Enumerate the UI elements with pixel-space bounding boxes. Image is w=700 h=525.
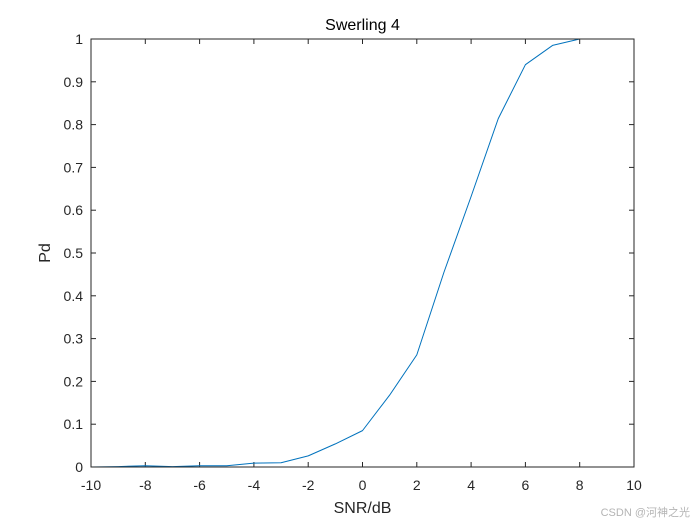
y-tick-label: 0.8 [64,117,84,133]
x-tick-label: -4 [248,477,261,493]
x-tick-label: 10 [626,477,642,493]
y-tick-label: 0.4 [64,288,84,304]
x-axis-title: SNR/dB [334,500,392,517]
watermark: CSDN @河神之光 [601,505,690,519]
y-tick-label: 0.1 [64,416,84,432]
y-tick-label: 0.5 [64,245,84,261]
y-tick-label: 0.7 [64,159,84,175]
series-layer [90,38,634,468]
plot-area [91,39,634,467]
x-tick-label: 0 [359,477,367,493]
x-tick-label: -10 [81,477,101,493]
y-axis-title: Pd [37,243,54,263]
y-tick-label: 0 [75,459,83,475]
y-tick-label: 0.9 [64,74,84,90]
x-tick-label: 8 [576,477,584,493]
y-tick-label: 1 [75,31,83,47]
x-tick-label: -6 [193,477,206,493]
x-tick-label: -2 [302,477,315,493]
chart-title: Swerling 4 [325,17,400,34]
series-line [90,38,634,468]
x-tick-label: -8 [139,477,152,493]
x-tick-label: 4 [467,477,475,493]
x-tick-label: 2 [413,477,421,493]
plot-box [90,38,635,468]
axis-tick-labels: -10 -8 -6 -4 -2 0 2 4 6 8 10 0 0.1 0.2 0.3 0.4 0.5 0.6 0.7… [64,31,642,493]
x-tick-label: 6 [522,477,530,493]
y-tick-label: 0.6 [64,202,84,218]
y-tick-label: 0.2 [64,373,84,389]
y-tick-label: 0.3 [64,331,84,347]
